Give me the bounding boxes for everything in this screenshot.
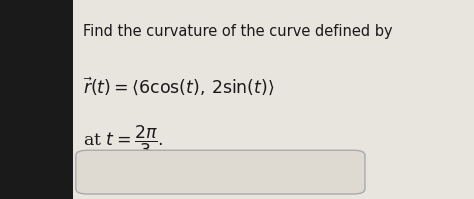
- Text: $\vec{r}(t) = \langle 6\cos(t),\, 2\sin(t)\rangle$: $\vec{r}(t) = \langle 6\cos(t),\, 2\sin(…: [83, 76, 274, 98]
- FancyBboxPatch shape: [76, 150, 365, 194]
- FancyBboxPatch shape: [0, 0, 73, 199]
- Text: Find the curvature of the curve defined by: Find the curvature of the curve defined …: [83, 24, 392, 39]
- Text: at $t = \dfrac{2\pi}{3}.$: at $t = \dfrac{2\pi}{3}.$: [83, 123, 163, 159]
- FancyBboxPatch shape: [73, 0, 474, 199]
